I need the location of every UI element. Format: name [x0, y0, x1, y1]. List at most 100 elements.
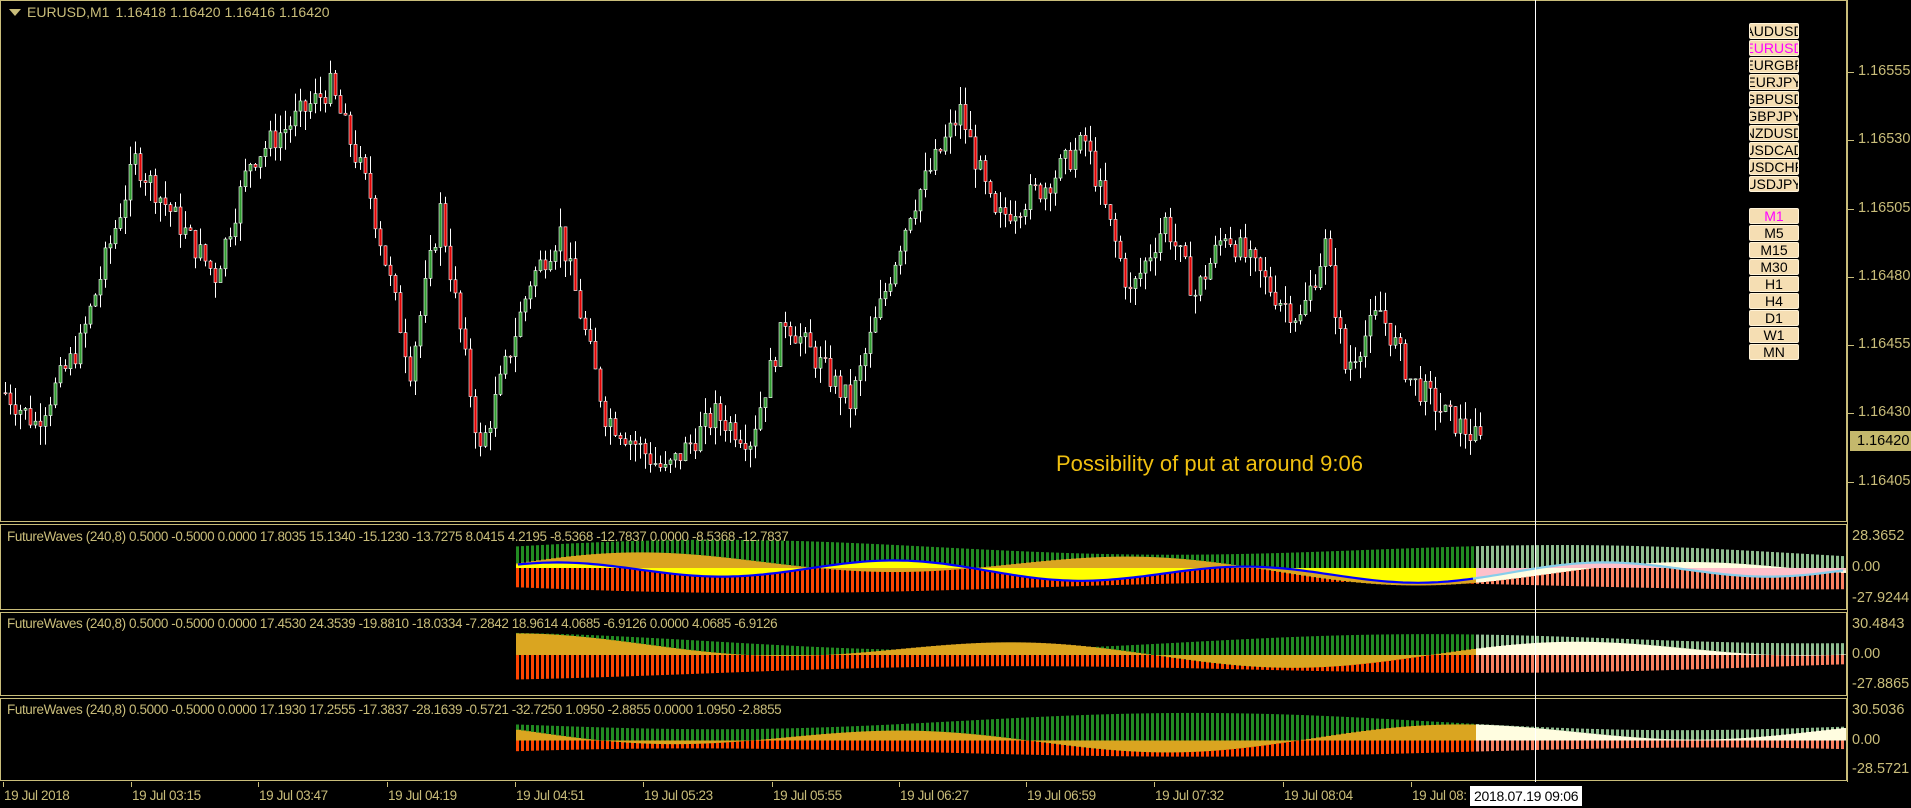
- down-bar: [761, 655, 764, 672]
- fill-area: [1706, 568, 1711, 573]
- down-bar: [821, 740, 824, 750]
- bull-candle: [748, 445, 753, 450]
- wave-area: [1101, 648, 1106, 655]
- down-bar: [791, 568, 794, 593]
- indicator-panel-2[interactable]: FutureWaves (240,8) 0.5000 -0.5000 0.000…: [0, 612, 1847, 696]
- up-bar: [901, 545, 904, 568]
- timeframe-button-m5[interactable]: M5: [1749, 225, 1799, 241]
- down-bar: [1426, 740, 1429, 753]
- up-bar: [1391, 634, 1394, 655]
- up-bar: [1196, 712, 1199, 741]
- symbol-button-gbpjpy[interactable]: GBPJPY: [1749, 108, 1799, 124]
- up-bar: [1651, 730, 1654, 741]
- timeframe-button-m1[interactable]: M1: [1749, 208, 1799, 224]
- symbol-button-nzdusd[interactable]: NZDUSD: [1749, 125, 1799, 141]
- up-bar: [1666, 730, 1669, 741]
- down-bar: [1461, 740, 1464, 752]
- up-bar: [1366, 634, 1369, 655]
- indicator-panel-3[interactable]: FutureWaves (240,8) 0.5000 -0.5000 0.000…: [0, 698, 1847, 781]
- crosshair-vertical-line[interactable]: [1535, 0, 1536, 782]
- wave-area: [926, 646, 931, 655]
- bull-candle: [233, 222, 238, 238]
- symbol-button-eurjpy[interactable]: EURJPY: [1749, 74, 1799, 90]
- time-label: 19 Jul 05:23: [644, 788, 713, 803]
- fill-area: [1486, 568, 1491, 577]
- triangle-down-icon[interactable]: [9, 8, 21, 16]
- symbol-button-usdchf[interactable]: USDCHF: [1749, 159, 1799, 175]
- symbol-button-eurgbp[interactable]: EURGBP: [1749, 57, 1799, 73]
- down-bar: [951, 568, 954, 591]
- wave-area: [1416, 725, 1421, 741]
- timeframe-button-m30[interactable]: M30: [1749, 259, 1799, 275]
- wave-area: [1091, 740, 1096, 749]
- timeframe-button-w1[interactable]: W1: [1749, 327, 1799, 343]
- wave-area: [1376, 655, 1381, 663]
- down-bar: [976, 568, 979, 590]
- wave-area: [1111, 740, 1116, 751]
- fill-area: [891, 560, 896, 568]
- down-bar: [871, 740, 874, 751]
- down-bar: [1476, 655, 1479, 673]
- up-bar: [1296, 636, 1299, 655]
- wave-area: [1041, 740, 1046, 743]
- down-bar: [1276, 740, 1279, 757]
- timeframe-button-h1[interactable]: H1: [1749, 276, 1799, 292]
- down-bar: [831, 740, 834, 750]
- wave-area: [1731, 738, 1736, 741]
- wave-area: [1771, 735, 1776, 741]
- up-bar: [1676, 547, 1679, 568]
- up-bar: [1726, 549, 1729, 568]
- fill-area: [1381, 568, 1386, 582]
- indicator-3-plot: [516, 712, 1846, 757]
- timeframe-button-h4[interactable]: H4: [1749, 293, 1799, 309]
- timeframe-button-mn[interactable]: MN: [1749, 344, 1799, 360]
- timeframe-button-d1[interactable]: D1: [1749, 310, 1799, 326]
- up-bar: [1576, 545, 1579, 568]
- down-bar: [1031, 740, 1034, 755]
- up-bar: [876, 544, 879, 568]
- symbol-button-usdjpy[interactable]: USDJPY: [1749, 176, 1799, 192]
- up-bar: [716, 539, 719, 568]
- symbol-button-gbpusd[interactable]: GBPUSD: [1749, 91, 1799, 107]
- down-bar: [866, 655, 869, 669]
- down-bar: [1156, 568, 1159, 584]
- down-bar: [716, 740, 719, 749]
- down-bar: [986, 655, 989, 667]
- up-bar: [1216, 640, 1219, 655]
- bear-candle: [1478, 426, 1483, 436]
- down-bar: [1071, 740, 1074, 756]
- down-bar: [736, 655, 739, 673]
- down-bar: [1451, 655, 1454, 673]
- indicator-panel-1[interactable]: FutureWaves (240,8) 0.5000 -0.5000 0.000…: [0, 524, 1847, 610]
- up-bar: [1376, 634, 1379, 655]
- down-bar: [1531, 740, 1534, 751]
- down-bar: [561, 740, 564, 750]
- price-chart[interactable]: EURUSD,M1 1.16418 1.16420 1.16416 1.1642…: [0, 0, 1847, 522]
- down-bar: [1646, 655, 1649, 671]
- down-bar: [1081, 655, 1084, 667]
- ohlc-quotes: 1.16418 1.16420 1.16416 1.16420: [115, 4, 330, 20]
- symbol-button-audusd[interactable]: AUDUSD: [1749, 23, 1799, 39]
- up-bar: [656, 728, 659, 741]
- bull-candle: [1028, 184, 1033, 210]
- bear-candle: [408, 356, 413, 382]
- down-bar: [1551, 740, 1554, 750]
- symbol-button-eurusd[interactable]: EURUSD: [1749, 40, 1799, 56]
- bear-candle: [368, 172, 373, 199]
- down-bar: [1631, 740, 1634, 749]
- symbol-button-usdcad[interactable]: USDCAD: [1749, 142, 1799, 158]
- wave-area: [1751, 737, 1756, 741]
- up-bar: [1256, 713, 1259, 741]
- bull-candle: [423, 278, 428, 316]
- wave-area: [731, 740, 736, 742]
- down-bar: [1676, 568, 1679, 589]
- bull-candle: [1303, 299, 1308, 316]
- down-bar: [571, 740, 574, 750]
- wave-area: [1701, 739, 1706, 741]
- down-bar: [1156, 655, 1159, 668]
- down-bar: [831, 568, 834, 593]
- fill-area: [1806, 568, 1811, 575]
- timeframe-button-m15[interactable]: M15: [1749, 242, 1799, 258]
- up-bar: [1456, 546, 1459, 568]
- down-bar: [526, 740, 529, 751]
